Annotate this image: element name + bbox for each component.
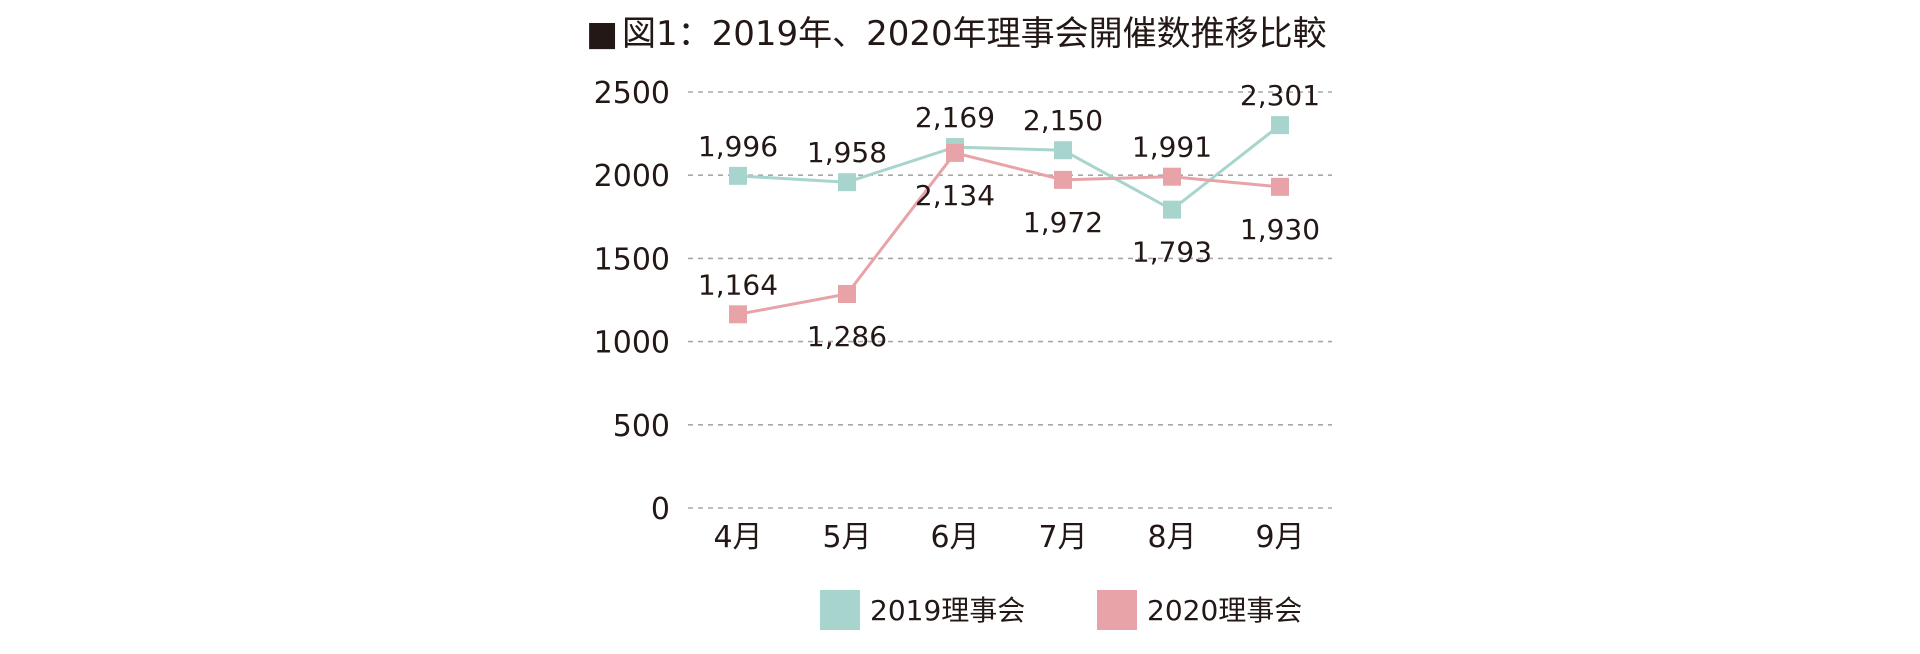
data-point-2020-5-month	[838, 285, 856, 304]
x-tick-label-9-month: 9月	[1255, 520, 1304, 555]
chart-title-group: ■ 図1：2019年、2020年理事会開催数推移比較	[586, 14, 1327, 54]
data-point-2020-9-month	[1271, 177, 1289, 196]
x-tick-label-7-month: 7月	[1038, 520, 1087, 555]
y-tick-label-1000: 1000	[594, 326, 670, 361]
data-point-2020-4-month	[729, 305, 747, 324]
y-tick-label-500: 500	[613, 409, 670, 444]
data-label-2020-4-month: 1,164	[698, 268, 778, 301]
data-label-2020-6-month: 2,134	[915, 179, 995, 212]
data-label-2020-9-month: 1,930	[1240, 213, 1320, 246]
y-axis: 0 500 1000 1500 2000 2500	[594, 76, 670, 527]
x-tick-label-5-month: 5月	[822, 520, 871, 555]
y-tick-label-1500: 1500	[594, 242, 670, 277]
data-label-2019-7-month: 2,150	[1023, 104, 1103, 137]
data-point-2019-8-month	[1163, 200, 1181, 219]
y-tick-label-2500: 2500	[594, 76, 670, 111]
series-line-2019	[737, 123, 1281, 212]
x-axis: 4月 5月 6月 7月 8月 9月	[713, 520, 1304, 555]
x-tick-label-4-month: 4月	[713, 520, 762, 555]
legend-swatch-2019	[820, 590, 860, 630]
legend: 2019理事会 2020理事会	[820, 590, 1302, 630]
data-label-2019-9-month: 2,301	[1240, 79, 1320, 112]
data-label-2019-5-month: 1,958	[807, 136, 887, 169]
title-marker: ■	[586, 14, 618, 54]
data-point-2020-8-month	[1163, 167, 1181, 186]
data-point-2019-5-month	[838, 173, 856, 192]
y-tick-label-0: 0	[651, 492, 670, 527]
data-point-2019-9-month	[1271, 116, 1289, 135]
data-point-2019-4-month	[729, 166, 747, 185]
x-tick-label-6-month: 6月	[930, 520, 979, 555]
x-tick-label-8-month: 8月	[1147, 520, 1196, 555]
data-point-2020-6-month	[946, 143, 964, 162]
legend-label-2020: 2020理事会	[1147, 594, 1302, 627]
series-layer	[729, 116, 1289, 324]
grid-lines	[688, 91, 1332, 509]
data-label-2019-4-month: 1,996	[698, 130, 778, 163]
data-point-2019-7-month	[1054, 141, 1072, 160]
data-label-2019-8-month: 1,793	[1132, 236, 1212, 269]
data-labels: 1,996 1,958 2,169 2,150 1,793 2,301 1,164 1,286…	[698, 79, 1320, 353]
data-label-2020-7-month: 1,972	[1023, 206, 1103, 239]
data-label-2020-8-month: 1,991	[1132, 131, 1212, 164]
legend-label-2019: 2019理事会	[870, 594, 1025, 627]
data-label-2019-6-month: 2,169	[915, 101, 995, 134]
y-tick-label-2000: 2000	[594, 159, 670, 194]
data-point-2020-7-month	[1054, 170, 1072, 189]
data-label-2020-5-month: 1,286	[807, 320, 887, 353]
legend-swatch-2020	[1097, 590, 1137, 630]
chart-title: 図1：2019年、2020年理事会開催数推移比較	[622, 14, 1327, 54]
series-line-2020	[737, 151, 1281, 316]
